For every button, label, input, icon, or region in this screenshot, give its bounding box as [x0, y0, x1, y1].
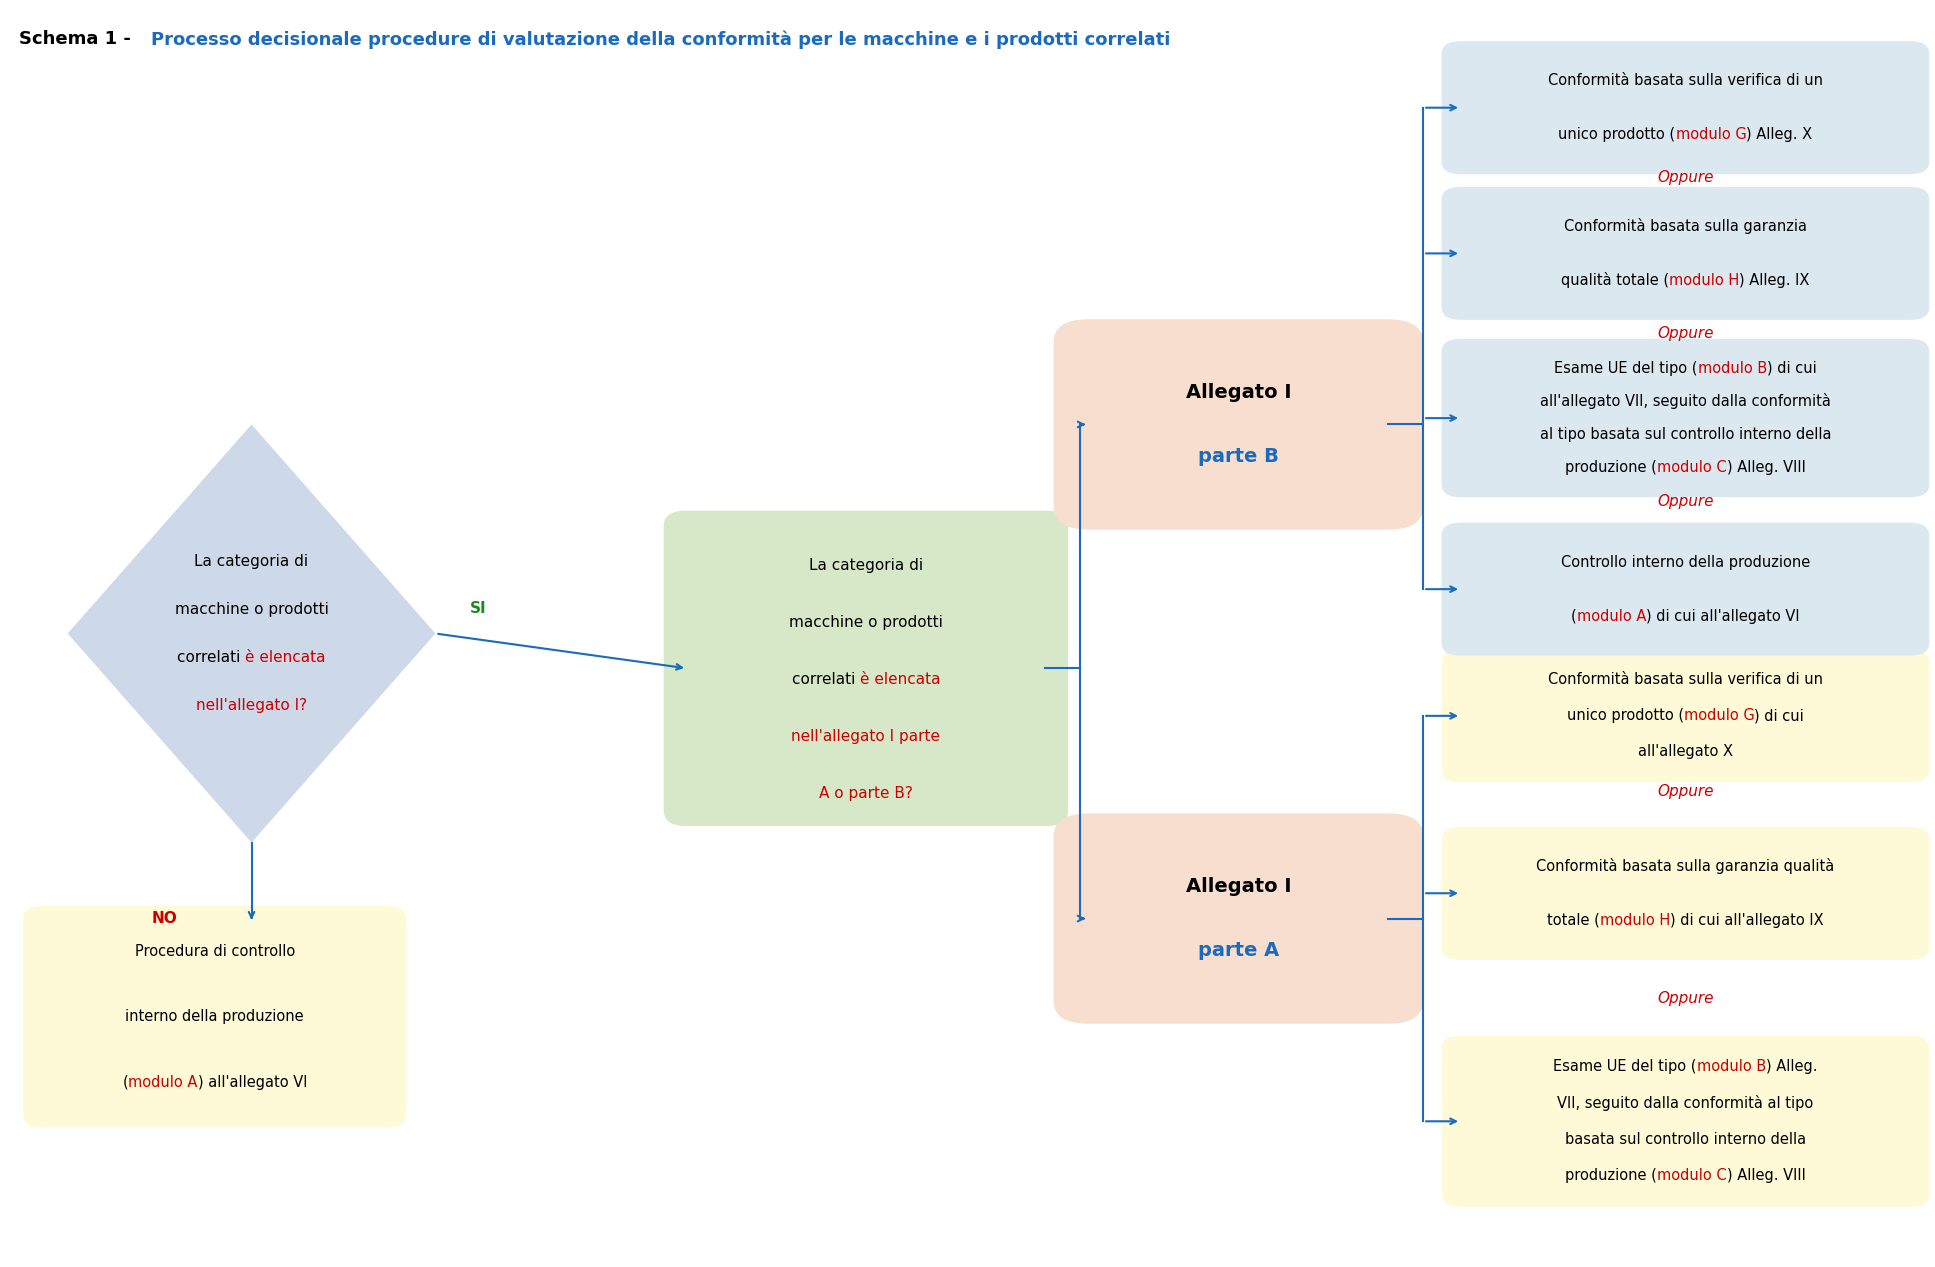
Text: ) di cui all'allegato IX: ) di cui all'allegato IX	[1670, 912, 1825, 927]
Text: Oppure: Oppure	[1656, 991, 1714, 1006]
Text: Allegato I: Allegato I	[1186, 878, 1291, 896]
Text: Oppure: Oppure	[1656, 494, 1714, 509]
FancyBboxPatch shape	[23, 906, 406, 1128]
Text: all'allegato X: all'allegato X	[1637, 744, 1734, 759]
Text: macchine o prodotti: macchine o prodotti	[789, 616, 942, 630]
Text: La categoria di: La categoria di	[195, 554, 308, 569]
Text: modulo G: modulo G	[1676, 127, 1745, 142]
Text: unico prodotto (: unico prodotto (	[1558, 127, 1676, 142]
FancyBboxPatch shape	[1442, 522, 1929, 655]
Text: ) Alleg. X: ) Alleg. X	[1745, 127, 1813, 142]
Text: ) Alleg. VIII: ) Alleg. VIII	[1726, 1168, 1805, 1183]
Text: qualità totale (: qualità totale (	[1562, 272, 1670, 289]
FancyBboxPatch shape	[1442, 649, 1929, 782]
Text: (: (	[1571, 608, 1577, 623]
Text: al tipo basata sul controllo interno della: al tipo basata sul controllo interno del…	[1540, 427, 1831, 442]
Text: ) Alleg. IX: ) Alleg. IX	[1740, 272, 1809, 288]
Text: SI: SI	[470, 601, 486, 616]
Text: basata sul controllo interno della: basata sul controllo interno della	[1565, 1131, 1805, 1147]
Text: nell'allegato I parte: nell'allegato I parte	[791, 730, 940, 744]
Text: interno della produzione: interno della produzione	[126, 1010, 304, 1024]
Text: produzione (: produzione (	[1565, 460, 1656, 475]
Text: modulo C: modulo C	[1656, 460, 1726, 475]
FancyBboxPatch shape	[1442, 41, 1929, 174]
Text: macchine o prodotti: macchine o prodotti	[174, 602, 329, 617]
Text: modulo A: modulo A	[1577, 608, 1647, 623]
Text: Oppure: Oppure	[1656, 170, 1714, 185]
Text: produzione (: produzione (	[1565, 1168, 1656, 1183]
Text: ) Alleg.: ) Alleg.	[1767, 1059, 1817, 1074]
FancyBboxPatch shape	[1442, 338, 1929, 497]
Text: parte A: parte A	[1198, 941, 1279, 959]
Text: ) all'allegato VI: ) all'allegato VI	[197, 1074, 308, 1090]
FancyBboxPatch shape	[1442, 826, 1929, 960]
Text: modulo H: modulo H	[1670, 272, 1740, 288]
Text: Conformità basata sulla garanzia qualità: Conformità basata sulla garanzia qualità	[1536, 858, 1834, 874]
Text: modulo H: modulo H	[1600, 912, 1670, 927]
FancyBboxPatch shape	[664, 511, 1068, 826]
Text: nell'allegato I?: nell'allegato I?	[195, 698, 308, 713]
Text: (: (	[122, 1074, 128, 1090]
Text: unico prodotto (: unico prodotto (	[1567, 708, 1683, 723]
Text: NO: NO	[151, 911, 178, 926]
Text: Esame UE del tipo (: Esame UE del tipo (	[1554, 1059, 1697, 1074]
Text: modulo B: modulo B	[1697, 1059, 1767, 1074]
Text: ) Alleg. VIII: ) Alleg. VIII	[1726, 460, 1805, 475]
Text: all'allegato VII, seguito dalla conformità: all'allegato VII, seguito dalla conformi…	[1540, 394, 1831, 409]
Text: totale (: totale (	[1546, 912, 1600, 927]
Text: Processo decisionale procedure di valutazione della conformità per le macchine e: Processo decisionale procedure di valuta…	[151, 30, 1171, 49]
FancyBboxPatch shape	[1442, 1036, 1929, 1206]
Text: modulo A: modulo A	[128, 1074, 197, 1090]
FancyBboxPatch shape	[1442, 186, 1929, 319]
Text: Allegato I: Allegato I	[1186, 384, 1291, 402]
Text: Oppure: Oppure	[1656, 326, 1714, 341]
Polygon shape	[68, 424, 435, 843]
Text: ) di cui: ) di cui	[1755, 708, 1803, 723]
Text: Conformità basata sulla verifica di un: Conformità basata sulla verifica di un	[1548, 73, 1823, 89]
Text: A o parte B?: A o parte B?	[819, 787, 913, 801]
Text: modulo G: modulo G	[1683, 708, 1755, 723]
Text: Conformità basata sulla garanzia: Conformità basata sulla garanzia	[1563, 218, 1807, 234]
Text: Conformità basata sulla verifica di un: Conformità basata sulla verifica di un	[1548, 673, 1823, 688]
Text: Procedura di controllo: Procedura di controllo	[135, 944, 294, 959]
Text: modulo B: modulo B	[1697, 361, 1767, 376]
FancyBboxPatch shape	[1053, 813, 1424, 1024]
Text: modulo C: modulo C	[1656, 1168, 1726, 1183]
Text: Schema 1 -: Schema 1 -	[19, 30, 137, 48]
Text: Controllo interno della produzione: Controllo interno della produzione	[1562, 555, 1809, 570]
Text: Oppure: Oppure	[1656, 784, 1714, 799]
Text: correlati: correlati	[791, 673, 859, 687]
Text: La categoria di: La categoria di	[809, 559, 923, 573]
Text: Esame UE del tipo (: Esame UE del tipo (	[1554, 361, 1697, 376]
FancyBboxPatch shape	[1053, 319, 1424, 530]
Text: è elencata: è elencata	[859, 673, 940, 687]
Text: correlati: correlati	[178, 650, 246, 665]
Text: VII, seguito dalla conformità al tipo: VII, seguito dalla conformità al tipo	[1558, 1095, 1813, 1111]
Text: parte B: parte B	[1198, 447, 1279, 465]
Text: ) di cui all'allegato VI: ) di cui all'allegato VI	[1647, 608, 1800, 623]
Text: ) di cui: ) di cui	[1767, 361, 1817, 376]
Text: è elencata: è elencata	[246, 650, 325, 665]
